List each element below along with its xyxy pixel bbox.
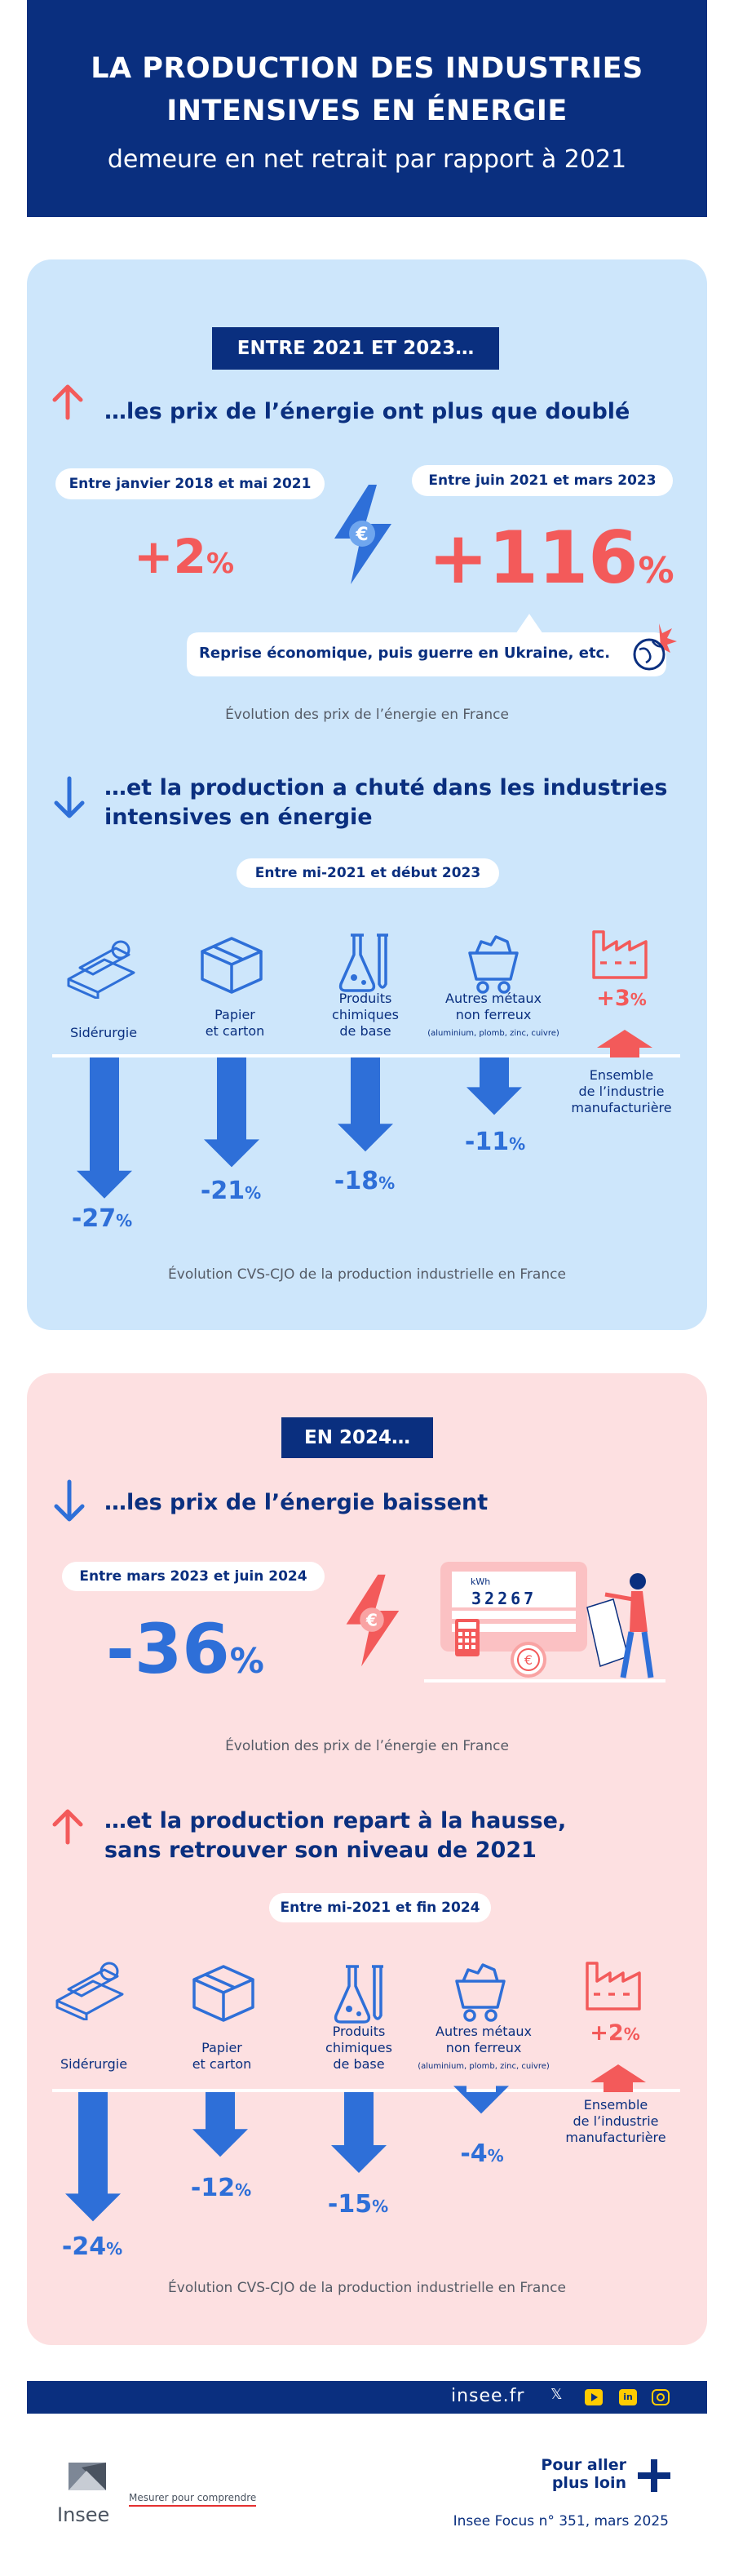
- production-caption-1: Évolution CVS-CJO de la production indus…: [168, 1266, 566, 1283]
- insee-logo[interactable]: [57, 2459, 119, 2510]
- youtube-icon[interactable]: [585, 2389, 603, 2405]
- globe-explosion-icon: [633, 623, 677, 671]
- chemistry-flask-icon: [334, 1965, 383, 2024]
- ore-cart-icon: [455, 1963, 506, 2022]
- production-2024-arrow-4: [590, 2064, 646, 2092]
- production-2024-arrow-1: [192, 2092, 248, 2157]
- category-label-manufacturing: Ensemble de l’industrie manufacturière: [571, 1067, 672, 1115]
- publication-reference: Insee Focus n° 351, mars 2025: [453, 2513, 669, 2529]
- page-title: LA PRODUCTION DES INDUSTRIES INTENSIVES …: [91, 52, 643, 127]
- meter-unit-label: kWh: [471, 1576, 491, 1587]
- lightning-euro-icon: €: [346, 1574, 400, 1667]
- value-chemicals-2024: -15%: [327, 2190, 389, 2219]
- period-pill-prod-2024: Entre mi-2021 et fin 2024: [269, 1893, 491, 1922]
- meter-digits: 32267: [471, 1589, 537, 1608]
- chemistry-flask-icon: [338, 933, 388, 992]
- svg-text:€: €: [355, 525, 368, 545]
- value-paper-2023: -21%: [200, 1177, 262, 1205]
- chart-baseline-1: [52, 1054, 680, 1057]
- arrow-up-icon: [52, 384, 83, 420]
- category-label-steel: Sidérurgie: [60, 2056, 128, 2072]
- category-label-metals: Autres métaux non ferreux (aluminium, plom…: [418, 2024, 550, 2071]
- production-caption-2: Évolution CVS-CJO de la production indus…: [168, 2280, 566, 2296]
- period-pill-2023-2024: Entre mars 2023 et juin 2024: [62, 1562, 325, 1591]
- section-2021-2023-panel: [27, 259, 707, 1330]
- period-pill-2018-2021: Entre janvier 2018 et mai 2021: [55, 468, 325, 499]
- value-paper-2024: -12%: [190, 2174, 252, 2202]
- value-metals-2023: -11%: [464, 1128, 526, 1156]
- callout-text: Reprise économique, puis guerre en Ukrai…: [199, 645, 611, 662]
- paper-box-icon: [201, 937, 263, 994]
- production-2023-arrow-2: [338, 1057, 393, 1152]
- instagram-icon[interactable]: [652, 2389, 670, 2405]
- chart-baseline-2: [52, 2089, 680, 2092]
- prices-doubled-title: …les prix de l’énergie ont plus que doub…: [104, 399, 630, 424]
- more-info-label[interactable]: Pour aller plus loin: [541, 2456, 626, 2492]
- steel-beams-icon: [67, 940, 135, 999]
- category-label-manufacturing: Ensemble de l’industrie manufacturière: [565, 2097, 666, 2145]
- svg-text:€: €: [365, 1610, 378, 1629]
- price-change-2024: -36%: [106, 1609, 264, 1689]
- value-metals-2024: -4%: [460, 2139, 504, 2168]
- arrow-down-icon: [54, 776, 85, 818]
- value-manufacturing-2024: +2%: [590, 2020, 640, 2046]
- factory-icon: [586, 1962, 641, 2011]
- category-label-paper: Papier et carton: [205, 1007, 265, 1039]
- steel-beams-icon: [55, 1962, 124, 2020]
- header-banner: LA PRODUCTION DES INDUSTRIES INTENSIVES …: [27, 0, 707, 217]
- price-change-2021-2023: +116%: [428, 516, 674, 600]
- prices-fall-title: …les prix de l’énergie baissent: [104, 1490, 489, 1515]
- category-label-steel: Sidérurgie: [69, 1025, 138, 1040]
- section-tag-2021-2023: ENTRE 2021 ET 2023…: [212, 327, 499, 370]
- ore-cart-icon: [468, 935, 519, 994]
- production-rebound-title: …et la production repart à la hausse, sa…: [104, 1808, 567, 1863]
- factory-icon: [592, 930, 648, 979]
- insee-tagline: Mesurer pour comprendre: [129, 2492, 257, 2507]
- category-label-metals: Autres métaux non ferreux (aluminium, plom…: [427, 991, 559, 1038]
- linkedin-icon[interactable]: in: [619, 2389, 637, 2405]
- period-pill-prod-2023: Entre mi-2021 et début 2023: [237, 858, 499, 888]
- lightning-euro-icon: €: [334, 485, 391, 584]
- x-icon[interactable]: 𝕏: [550, 2386, 563, 2403]
- arrow-down-icon: [54, 1479, 85, 1522]
- energy-meter-illustration: €: [424, 1562, 665, 1683]
- category-label-paper: Papier et carton: [192, 2040, 252, 2072]
- section-tag-2024: EN 2024…: [281, 1417, 433, 1458]
- paper-box-icon: [192, 1965, 254, 2022]
- svg-text:€: €: [524, 1652, 533, 1668]
- production-2023-arrow-4: [597, 1030, 652, 1057]
- site-link[interactable]: insee.fr: [451, 2386, 525, 2406]
- footer-bar: insee.fr 𝕏 in: [27, 2381, 707, 2414]
- insee-wordmark: Insee: [57, 2503, 110, 2526]
- prices-caption-1: Évolution des prix de l’énergie en Franc…: [225, 707, 509, 723]
- production-2024-arrow-0: [65, 2092, 121, 2222]
- value-steel-2023: -27%: [71, 1204, 133, 1233]
- value-manufacturing-2023: +3%: [596, 986, 647, 1011]
- production-2023-arrow-3: [466, 1057, 522, 1115]
- production-2024-arrow-3: [453, 2086, 509, 2114]
- production-2023-arrow-1: [204, 1057, 259, 1168]
- prices-caption-2: Évolution des prix de l’énergie en Franc…: [225, 1738, 509, 1754]
- production-2024-arrow-2: [331, 2092, 387, 2173]
- value-steel-2024: -24%: [61, 2232, 123, 2261]
- section-2024-panel: [27, 1373, 707, 2345]
- period-pill-2021-2023: Entre juin 2021 et mars 2023: [412, 465, 673, 496]
- arrow-up-icon: [52, 1809, 83, 1845]
- page-subtitle: demeure en net retrait par rapport à 202…: [107, 145, 627, 174]
- value-chemicals-2023: -18%: [334, 1167, 396, 1195]
- production-fell-title: …et la production a chuté dans les indus…: [104, 775, 668, 830]
- category-label-chemicals: Produits chimiques de base: [325, 2024, 392, 2072]
- price-change-2018-2021: +2%: [134, 529, 235, 584]
- plus-icon[interactable]: [636, 2458, 672, 2494]
- production-2023-arrow-0: [77, 1057, 132, 1199]
- category-label-chemicals: Produits chimiques de base: [332, 991, 399, 1039]
